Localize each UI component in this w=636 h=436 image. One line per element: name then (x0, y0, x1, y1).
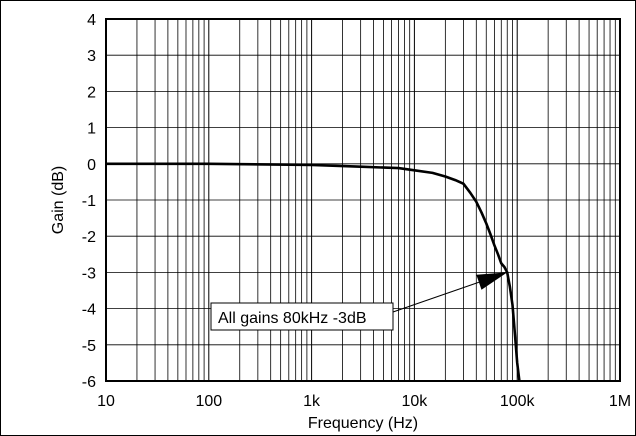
x-tick-label: 1k (303, 393, 321, 410)
x-tick-label: 100 (195, 393, 222, 410)
x-tick-label: 100k (500, 393, 536, 410)
annotation-leader-line (392, 281, 480, 313)
y-tick-label: -1 (82, 193, 96, 210)
annotation-arrowhead (476, 272, 508, 290)
x-tick-label: 10 (97, 393, 115, 410)
annotation-box (210, 302, 394, 331)
y-tick-label: 0 (87, 157, 96, 174)
y-tick-label: 2 (87, 84, 96, 101)
y-tick-label: -4 (82, 302, 96, 319)
series (106, 162, 521, 382)
gain-curve (106, 162, 521, 382)
x-axis-title: Frequency (Hz) (308, 415, 418, 432)
y-tick-label: 3 (87, 48, 96, 65)
y-tick-label: -3 (82, 265, 96, 282)
y-tick-label: -5 (82, 338, 96, 355)
y-tick-label: 4 (87, 12, 96, 29)
annotations: All gains 80kHz -3dB (210, 272, 508, 331)
annotation-text: All gains 80kHz -3dB (218, 310, 367, 327)
y-tick-label: -2 (82, 229, 96, 246)
plot-area (105, 18, 621, 382)
x-tick-label: 10k (402, 393, 429, 410)
x-tick-label: 1M (609, 393, 631, 410)
y-tick-label: -6 (82, 374, 96, 391)
y-tick-label: 1 (87, 121, 96, 138)
y-axis-title: Gain (dB) (50, 166, 67, 234)
